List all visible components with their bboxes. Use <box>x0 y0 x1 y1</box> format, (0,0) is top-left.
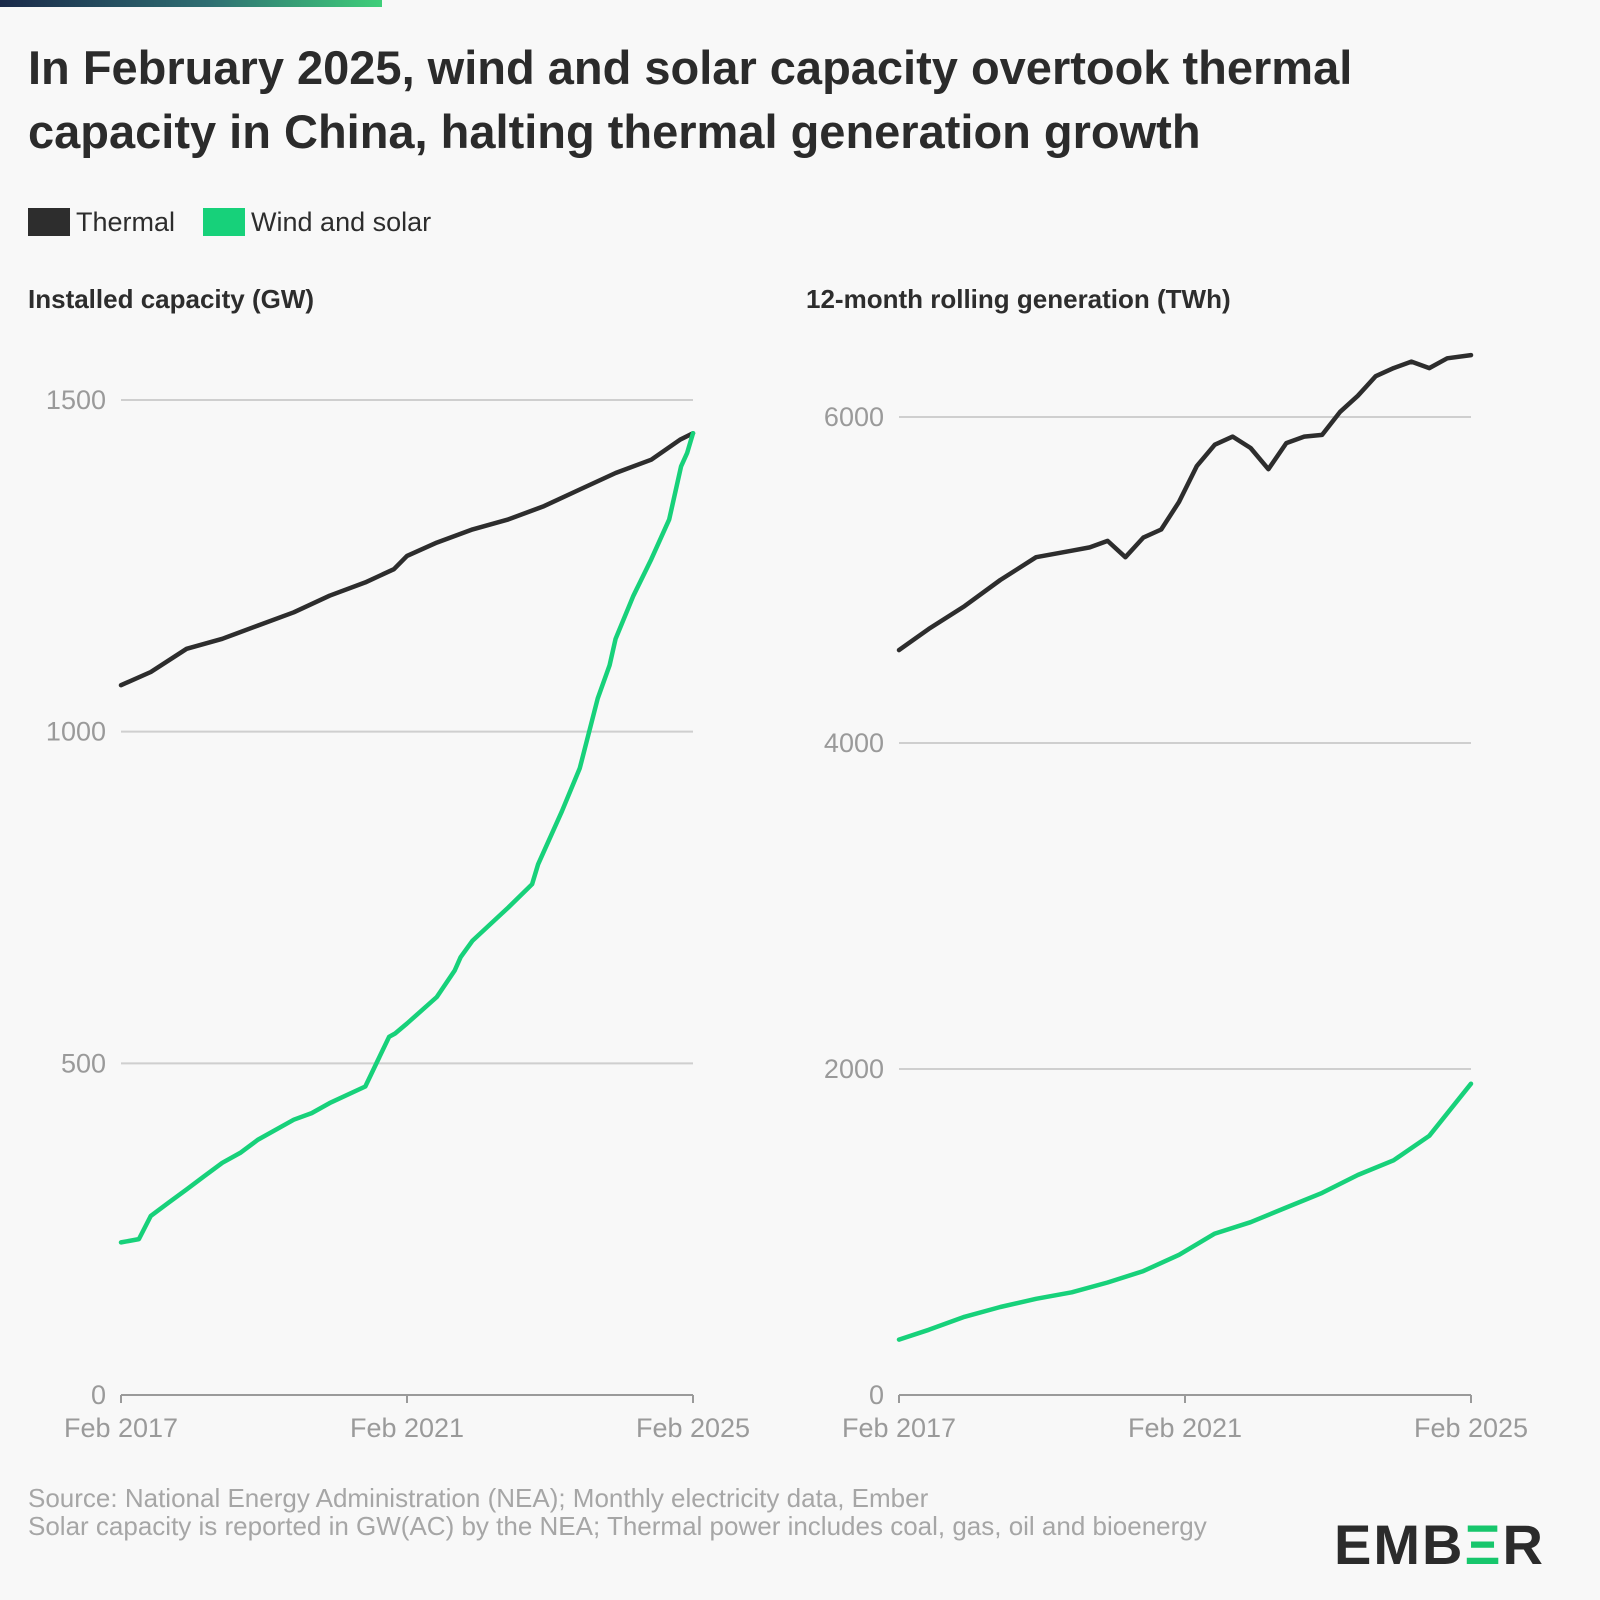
y-tick-label-capacity-1: 500 <box>61 1048 106 1078</box>
x-tick-label-generation-0: Feb 2017 <box>842 1413 956 1443</box>
panel-title-capacity: Installed capacity (GW) <box>28 284 315 314</box>
legend-item-wind-solar: Wind and solar <box>203 207 431 238</box>
x-tick-label-generation-2: Feb 2025 <box>1414 1413 1528 1443</box>
charts-svg: 0 500 1000 1500 Feb 2017 Feb 2021 Feb 2025 0 200… <box>46 352 1528 1443</box>
panel-title-generation: 12-month rolling generation (TWh) <box>806 284 1231 314</box>
y-tick-label-generation-1: 2000 <box>824 1054 884 1084</box>
ember-logo: EMBΞR <box>1334 1513 1545 1576</box>
y-tick-label-generation-0: 0 <box>869 1380 884 1410</box>
chart-capacity: 0 500 1000 1500 Feb 2017 Feb 2021 Feb 2025 <box>46 385 750 1443</box>
series-line-generation-wind-solar <box>896 1081 1474 1342</box>
legend-swatch-wind-solar <box>203 208 246 236</box>
series-line-capacity-wind-solar <box>118 430 696 1245</box>
source-line-2: Solar capacity is reported in GW(AC) by … <box>28 1511 1207 1541</box>
legend-label-wind-solar: Wind and solar <box>251 206 432 237</box>
source-note: Source: National Energy Administration (… <box>28 1484 1228 1540</box>
top-accent-bar <box>0 0 382 7</box>
chart-generation: 0 2000 4000 6000 Feb 2017 Feb 2021 Feb 2025 <box>824 352 1528 1443</box>
series-line-generation-thermal <box>896 352 1474 653</box>
chart-title: In February 2025, wind and solar capacit… <box>28 41 1353 158</box>
series-line-capacity-thermal <box>118 430 696 688</box>
y-tick-label-capacity-3: 1500 <box>46 385 106 415</box>
legend-item-thermal: Thermal <box>28 207 175 238</box>
legend-label-thermal: Thermal <box>76 206 176 237</box>
x-tick-label-generation-1: Feb 2021 <box>1128 1413 1242 1443</box>
y-tick-label-capacity-0: 0 <box>91 1380 106 1410</box>
x-tick-label-capacity-0: Feb 2017 <box>64 1413 178 1443</box>
y-tick-label-generation-2: 4000 <box>824 728 884 758</box>
source-line-1: Source: National Energy Administration (… <box>28 1483 929 1513</box>
x-tick-label-capacity-1: Feb 2021 <box>350 1413 464 1443</box>
legend-swatch-thermal <box>28 208 70 236</box>
y-tick-label-generation-3: 6000 <box>824 402 884 432</box>
legend: Thermal Wind and solar <box>28 206 459 238</box>
y-tick-label-capacity-2: 1000 <box>46 717 106 747</box>
x-tick-label-capacity-2: Feb 2025 <box>636 1413 750 1443</box>
